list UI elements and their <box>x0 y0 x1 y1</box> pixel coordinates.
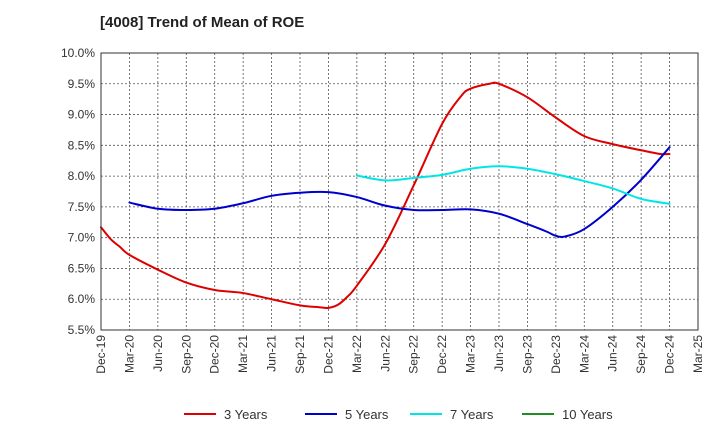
x-tick-label: Mar-20 <box>122 335 136 373</box>
y-tick-label: 6.0% <box>68 292 96 306</box>
x-tick-label: Mar-23 <box>464 335 478 373</box>
x-tick-label: Dec-21 <box>321 335 335 374</box>
x-tick-label: Jun-21 <box>265 335 279 372</box>
x-tick-label: Dec-24 <box>663 335 677 374</box>
y-tick-label: 9.0% <box>68 108 96 122</box>
y-tick-label: 5.5% <box>68 323 96 337</box>
series-line-7-years <box>355 165 671 205</box>
x-tick-label: Jun-24 <box>606 335 620 372</box>
x-tick-label: Mar-24 <box>577 335 591 373</box>
x-tick-label: Sep-22 <box>407 335 421 374</box>
x-tick-label: Dec-23 <box>549 335 563 374</box>
x-tick-label: Sep-23 <box>520 335 534 374</box>
y-tick-label: 9.5% <box>68 77 96 91</box>
legend: 3 Years 5 Years 7 Years 10 Years <box>184 407 613 422</box>
y-tick-label: 7.5% <box>68 200 96 214</box>
x-tick-label: Sep-21 <box>293 335 307 374</box>
y-tick-label: 7.0% <box>68 231 96 245</box>
legend-label: 5 Years <box>345 407 389 422</box>
y-tick-label: 6.5% <box>68 261 96 275</box>
x-tick-label: Sep-20 <box>179 335 193 374</box>
x-tick-label: Mar-21 <box>236 335 250 373</box>
y-axis-ticks: 10.0% 9.5% 9.0% 8.5% 8.0% 7.5% 7.0% 6.5% 6.0% 5.5… <box>61 46 95 337</box>
y-tick-label: 8.0% <box>68 169 96 183</box>
x-tick-label: Mar-25 <box>691 335 705 373</box>
plot-frame <box>100 52 699 331</box>
legend-label: 3 Years <box>224 407 268 422</box>
series-lines <box>100 81 671 309</box>
y-tick-label: 8.5% <box>68 138 96 152</box>
legend-label: 10 Years <box>562 407 613 422</box>
y-tick-label: 10.0% <box>61 46 95 60</box>
x-axis-ticks: Dec-19 Mar-20 Jun-20 Sep-20 Dec-20 Mar-21 Jun-… <box>94 335 705 374</box>
chart-title: [4008] Trend of Mean of ROE <box>100 14 304 31</box>
x-tick-label: Dec-22 <box>435 335 449 374</box>
x-tick-label: Mar-22 <box>350 335 364 373</box>
x-tick-label: Dec-20 <box>208 335 222 374</box>
x-tick-label: Sep-24 <box>634 335 648 374</box>
series-line-3-years <box>100 81 671 309</box>
x-tick-label: Jun-22 <box>378 335 392 372</box>
x-tick-label: Dec-19 <box>94 335 108 374</box>
x-tick-label: Jun-23 <box>492 335 506 372</box>
legend-label: 7 Years <box>450 407 494 422</box>
x-tick-label: Jun-20 <box>151 335 165 372</box>
grid <box>100 52 699 331</box>
series-line-5-years <box>128 146 671 238</box>
